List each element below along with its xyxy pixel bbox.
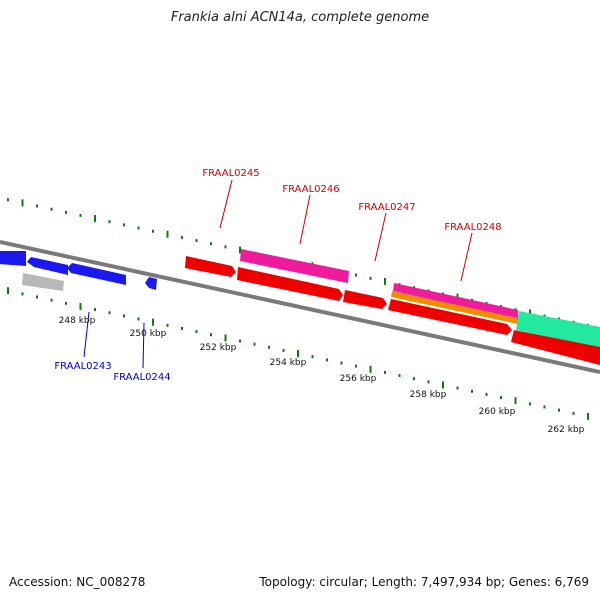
- tick-label: 250 kbp: [130, 329, 167, 339]
- tick-label: 256 kbp: [340, 374, 377, 384]
- gene-arrow-forward[interactable]: [511, 330, 600, 365]
- leader-line-fraal0245: [219, 179, 233, 229]
- gene-arrow-forward[interactable]: [237, 267, 343, 301]
- gene-label-fraal0246[interactable]: FRAAL0246: [282, 184, 339, 195]
- tick-label: 248 kbp: [59, 316, 96, 326]
- gene-label-fraal0247[interactable]: FRAAL0247: [358, 202, 415, 213]
- gene-arrow-reverse[interactable]: [27, 257, 68, 275]
- gene-label-fraal0243[interactable]: FRAAL0243: [54, 361, 111, 372]
- leader-line-fraal0248: [460, 232, 473, 282]
- leader-line-fraal0243: [83, 311, 90, 358]
- gene-label-fraal0244[interactable]: FRAAL0244: [113, 372, 170, 383]
- lower-tick-track: [7, 287, 589, 420]
- genome-title: Frankia alni ACN14a, complete genome: [170, 10, 430, 25]
- gene-arrow-fraal0245[interactable]: [185, 256, 236, 277]
- tick-label: 262 kbp: [548, 425, 585, 435]
- tick-label: 260 kbp: [479, 407, 516, 417]
- gene-arrow-fraal0248[interactable]: [393, 283, 518, 319]
- gene-label-fraal0248[interactable]: FRAAL0248: [444, 222, 501, 233]
- gene-arrow-teal[interactable]: [516, 311, 600, 348]
- gene-arrow-orange[interactable]: [391, 291, 518, 324]
- leader-line-fraal0244: [142, 322, 145, 369]
- gene-arrow-forward[interactable]: [388, 299, 512, 335]
- tick-label: 258 kbp: [410, 390, 447, 400]
- leader-line-fraal0247: [374, 212, 387, 262]
- genome-summary-text: Topology: circular; Length: 7,497,934 bp…: [259, 575, 589, 589]
- tick-label: 252 kbp: [200, 343, 237, 353]
- gene-arrow-fraal0247[interactable]: [343, 290, 387, 309]
- genome-backbone: [0, 240, 600, 374]
- accession-text: Accession: NC_008278: [9, 575, 146, 589]
- gene-arrow-fraal0243[interactable]: [67, 263, 126, 285]
- leader-line-fraal0246: [299, 194, 311, 245]
- tick-label: 254 kbp: [270, 358, 307, 368]
- gene-arrow-fraal0246[interactable]: [240, 249, 349, 283]
- gene-arrow-gray[interactable]: [22, 273, 64, 291]
- gene-arrow-fraal0244[interactable]: [145, 277, 157, 290]
- gene-label-fraal0245[interactable]: FRAAL0245: [202, 168, 259, 179]
- gene-arrow-reverse[interactable]: [0, 251, 26, 266]
